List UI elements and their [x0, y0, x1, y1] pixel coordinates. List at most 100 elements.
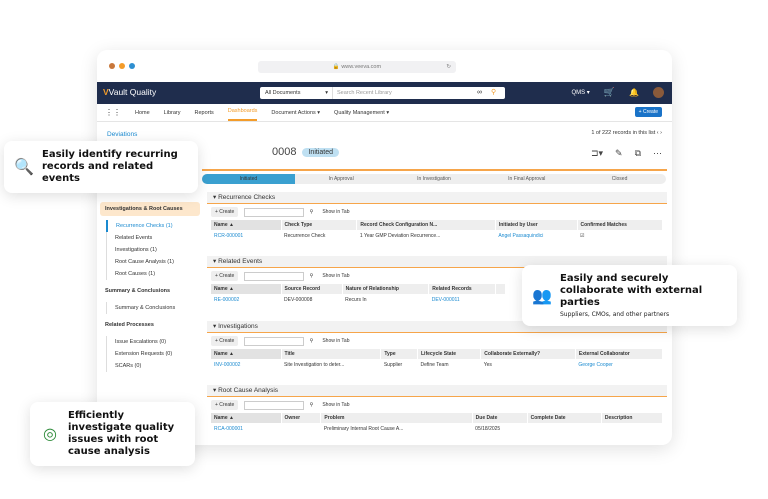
table-cell[interactable]: RCA-000001 — [214, 426, 243, 432]
sidebar-item[interactable]: Summary & Conclusions — [106, 302, 200, 314]
sidebar-item[interactable]: SCARs (0) — [106, 360, 200, 372]
show-in-tab-link[interactable]: Show in Tab — [322, 402, 350, 408]
show-in-tab-link[interactable]: Show in Tab — [322, 273, 350, 279]
minimize-dot[interactable] — [119, 63, 125, 69]
nav-reports[interactable]: Reports — [194, 109, 214, 116]
table-cell[interactable]: RE-000002 — [214, 297, 240, 303]
app-logo[interactable]: VVault Quality — [103, 87, 157, 97]
apps-grid-icon[interactable]: ⋮⋮ — [105, 107, 121, 117]
sidebar-item[interactable]: Investigations (1) — [106, 244, 200, 256]
section-search-input[interactable]: ⚲ — [244, 207, 313, 217]
table-cell: 05/18/2025 — [475, 426, 501, 432]
column-header[interactable]: Related Records — [428, 284, 496, 294]
search-input[interactable]: Search Recent Library — [337, 90, 392, 96]
table-cell: Yes — [483, 362, 492, 368]
maximize-dot[interactable] — [129, 63, 135, 69]
column-header[interactable]: Nature of Relationship — [342, 284, 430, 294]
search-icon[interactable]: ⚲ — [309, 208, 314, 215]
sidebar-item[interactable]: Issue Escalations (0) — [106, 336, 200, 348]
search-icon[interactable]: ⚲ — [309, 337, 314, 344]
address-bar[interactable]: 🔒 www.veeva.com ↻ — [258, 61, 456, 73]
column-header[interactable] — [495, 284, 507, 294]
sidebar-group[interactable]: Investigations & Root Causes — [100, 202, 200, 216]
qms-menu[interactable]: QMS ▾ — [571, 90, 590, 96]
create-button[interactable]: + Create — [211, 400, 239, 410]
column-header[interactable]: Initiated by User — [495, 220, 578, 230]
bell-icon[interactable]: 🔔 — [629, 88, 639, 97]
nav-home[interactable]: Home — [135, 109, 150, 116]
section-search-input[interactable]: ⚲ — [244, 336, 313, 346]
scope-label: All Documents — [265, 90, 301, 96]
table-cell[interactable]: George Cooper — [578, 362, 613, 368]
column-header[interactable]: Record Check Configuration N... — [356, 220, 496, 230]
sidebar-item[interactable]: Root Cause Analysis (1) — [106, 256, 200, 268]
sidebar-item[interactable]: Root Causes (1) — [106, 268, 200, 280]
callout-title: Easily and securely collaborate with ext… — [560, 273, 703, 308]
reload-icon[interactable]: ↻ — [446, 64, 451, 70]
column-header[interactable]: External Collaborator — [575, 349, 664, 359]
sidebar-item[interactable]: Recurrence Checks (1) — [106, 220, 200, 232]
sidebar-item[interactable]: Extension Requests (0) — [106, 348, 200, 360]
close-dot[interactable] — [109, 63, 115, 69]
search-scope-dropdown[interactable]: All Documents ▾ — [260, 87, 333, 99]
create-button[interactable]: + Create — [211, 336, 239, 346]
column-header[interactable]: Confirmed Matches — [577, 220, 663, 230]
nav-quality-management[interactable]: Quality Management ▾ — [334, 109, 390, 116]
section-title: Root Cause Analysis — [218, 387, 279, 394]
section-header[interactable]: ▾ Root Cause Analysis — [207, 385, 667, 397]
section-search-input[interactable]: ⚲ — [244, 400, 313, 410]
create-button[interactable]: + Create — [634, 107, 662, 117]
status-badge: Initiated — [302, 147, 340, 157]
prev-icon[interactable]: ‹ — [656, 130, 659, 136]
edit-icon[interactable]: ✎ — [615, 148, 623, 158]
next-icon[interactable]: › — [660, 130, 662, 136]
create-button[interactable]: + Create — [211, 207, 239, 217]
table-cell[interactable]: RCR-000001 — [214, 233, 244, 239]
column-header[interactable]: Description — [601, 413, 664, 423]
table-cell — [601, 423, 662, 435]
column-header[interactable]: Collaborate Externally? — [480, 349, 576, 359]
column-header[interactable]: Name ▲ — [211, 349, 282, 359]
column-header[interactable]: Source Record — [281, 284, 343, 294]
column-header[interactable]: Owner — [281, 413, 322, 423]
search-icon[interactable]: ⚲ — [309, 401, 314, 408]
section-panel: ▾ Related Events + Create ⚲ Show in Tab Na… — [207, 256, 667, 306]
nav-document-actions[interactable]: Document Actions ▾ — [271, 109, 321, 116]
workflow-icon[interactable]: ⊐▾ — [590, 148, 604, 158]
users-icon: 👥 — [532, 285, 552, 305]
column-header[interactable]: Due Date — [472, 413, 528, 423]
column-header[interactable]: Problem — [320, 413, 473, 423]
column-header[interactable]: Name ▲ — [211, 284, 282, 294]
column-header[interactable]: Complete Date — [527, 413, 602, 423]
table-row: RE-000002 DEV-000008 Recurs In DEV-000011 — [211, 294, 506, 306]
table-cell — [495, 294, 505, 306]
cart-icon[interactable]: 🛒 — [603, 87, 616, 97]
column-header[interactable]: Lifecycle State — [417, 349, 482, 359]
search-icon[interactable]: ⚲ — [309, 272, 314, 279]
table-cell — [527, 423, 601, 435]
show-in-tab-link[interactable]: Show in Tab — [322, 209, 350, 215]
section-search-input[interactable]: ⚲ — [244, 271, 313, 281]
more-icon[interactable]: ⋯ — [653, 148, 662, 158]
avatar[interactable] — [653, 87, 664, 98]
nav-library[interactable]: Library — [163, 109, 181, 116]
sidebar-item[interactable]: Related Events — [106, 232, 200, 244]
column-header[interactable]: Title — [281, 349, 382, 359]
column-header[interactable]: Check Type — [281, 220, 358, 230]
search-icon[interactable]: ⚲ — [491, 89, 497, 96]
column-header[interactable]: Type — [380, 349, 418, 359]
table-cell[interactable]: INV-000002 — [214, 362, 241, 368]
table-cell[interactable]: DEV-000011 — [431, 297, 460, 303]
sidebar-group[interactable]: Related Processes — [105, 322, 154, 328]
column-header[interactable]: Name ▲ — [211, 413, 282, 423]
table-cell[interactable]: Angel Passaquindici — [498, 233, 544, 239]
nav-dashboards[interactable]: Dashboards — [227, 104, 258, 121]
show-in-tab-link[interactable]: Show in Tab — [322, 338, 350, 344]
copy-icon[interactable]: ⧉ — [634, 148, 641, 158]
binoculars-icon[interactable]: ∞ — [477, 89, 482, 96]
column-header[interactable]: Name ▲ — [211, 220, 282, 230]
breadcrumb[interactable]: Deviations — [107, 131, 138, 138]
section-header[interactable]: ▾ Recurrence Checks — [207, 192, 667, 204]
sidebar-group[interactable]: Summary & Conclusions — [105, 288, 171, 294]
create-button[interactable]: + Create — [211, 271, 239, 281]
